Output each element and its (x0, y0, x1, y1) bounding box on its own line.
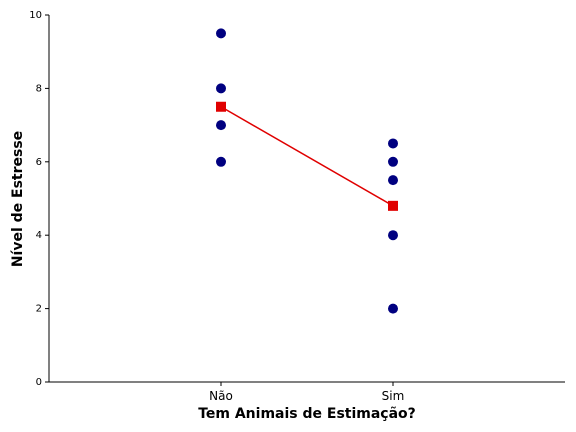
data-point (388, 303, 398, 314)
x-tick-label: Sim (382, 389, 405, 403)
data-point (216, 83, 226, 94)
data-point (388, 175, 398, 186)
mean-line (220, 106, 394, 207)
y-tick-label: 6 (36, 157, 42, 168)
x-tick-label: Não (209, 389, 233, 403)
y-tick-label: 2 (36, 304, 42, 315)
data-point (216, 28, 226, 39)
data-point (388, 138, 398, 149)
y-axis-label: Nível de Estresse (10, 131, 26, 267)
mean-marker (216, 101, 226, 112)
y-tick-label: 0 (36, 377, 42, 388)
y-tick-label: 4 (36, 230, 42, 241)
y-tick-label: 10 (29, 10, 42, 21)
x-axis-label: Tem Animais de Estimação? (198, 406, 416, 422)
data-point (388, 156, 398, 167)
y-tick-label: 8 (36, 83, 42, 94)
mean-marker (388, 200, 398, 211)
data-point (388, 230, 398, 241)
data-point (216, 120, 226, 131)
data-point (216, 156, 226, 167)
